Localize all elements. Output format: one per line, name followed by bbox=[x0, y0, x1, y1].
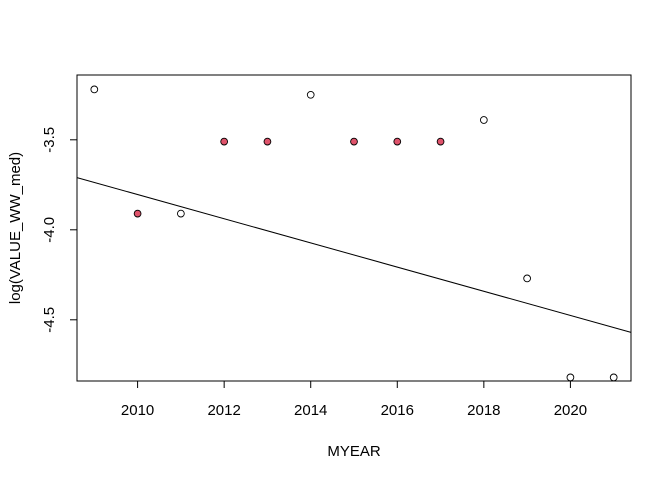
x-tick-label: 2012 bbox=[207, 402, 240, 419]
x-tick-label: 2010 bbox=[121, 402, 154, 419]
y-tick-label: -4.0 bbox=[41, 217, 58, 243]
x-tick-label: 2016 bbox=[381, 402, 414, 419]
data-point bbox=[436, 137, 445, 146]
x-tick-label: 2020 bbox=[554, 402, 587, 419]
y-axis-title: log(VALUE_WW_med) bbox=[7, 152, 24, 304]
trend-line bbox=[76, 177, 632, 333]
data-point bbox=[133, 209, 142, 218]
data-point bbox=[479, 116, 488, 124]
data-point bbox=[90, 85, 99, 94]
data-point bbox=[609, 373, 618, 382]
data-point bbox=[523, 274, 531, 283]
x-tick-label: 2014 bbox=[294, 402, 327, 419]
data-point bbox=[566, 373, 575, 382]
y-tick-label: -4.5 bbox=[41, 307, 58, 333]
plot-box bbox=[76, 74, 632, 382]
data-point bbox=[393, 137, 402, 146]
data-point bbox=[220, 137, 229, 146]
x-axis-title: MYEAR bbox=[327, 443, 381, 460]
data-point bbox=[350, 137, 358, 146]
data-point bbox=[306, 90, 315, 99]
y-tick-label: -3.5 bbox=[41, 127, 58, 153]
data-point bbox=[263, 137, 272, 146]
x-tick-label: 2018 bbox=[467, 402, 500, 419]
data-point bbox=[177, 209, 185, 218]
